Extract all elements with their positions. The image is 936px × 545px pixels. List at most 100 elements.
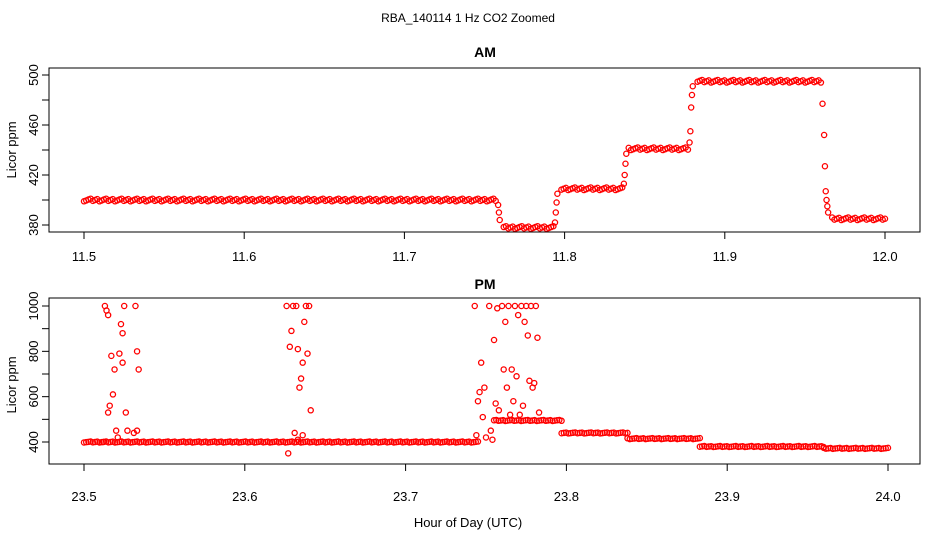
pm-data-point: [521, 318, 528, 326]
pm-data-point: [473, 431, 480, 439]
pm-data-point: [109, 391, 117, 398]
pm-data-point: [133, 348, 141, 355]
pm-data-point: [884, 444, 892, 452]
pm-data-point: [284, 450, 292, 457]
pm-data-point: [495, 407, 503, 414]
pm-data-point: [305, 302, 313, 310]
pm-panel: PM Licor ppm 23.5 23.6 23.7 23.8 23.9 24.0 400…: [4, 276, 921, 504]
pm-data-point: [100, 438, 107, 446]
am-data-point: [553, 199, 560, 206]
am-data-point: [495, 209, 503, 216]
pm-y-axis-label: Licor ppm: [4, 356, 19, 413]
pm-data-point: [291, 429, 298, 437]
pm-x-tick-label: 23.7: [393, 489, 418, 504]
pm-data-point: [474, 438, 482, 445]
pm-data-point: [490, 336, 498, 344]
am-plot-frame: [48, 67, 921, 233]
pm-data-point: [508, 366, 515, 373]
pm-data-point: [135, 366, 142, 373]
pm-data-point: [286, 343, 294, 351]
pm-data-point: [114, 434, 122, 441]
am-x-tick-label: 12.0: [872, 249, 897, 264]
pm-x-tick-label: 23.6: [232, 489, 257, 504]
pm-data-point: [510, 397, 517, 405]
pm-x-tick-label: 23.5: [71, 489, 96, 504]
pm-data-point: [498, 302, 506, 310]
am-data-point: [622, 160, 629, 167]
pm-data-point: [297, 375, 305, 382]
pm-data-point: [106, 402, 113, 409]
pm-data-point: [301, 318, 308, 326]
pm-data-point: [696, 434, 704, 442]
pm-data-point: [505, 302, 512, 310]
am-data-point: [623, 150, 630, 157]
pm-data-point: [307, 407, 314, 414]
am-y-tick-label: 420: [26, 164, 41, 186]
pm-data-point: [294, 436, 302, 443]
am-panel: AM Licor ppm 11.5 11.6 11.7 11.8 11.9 12.0 380…: [4, 44, 921, 264]
am-x-tick-label: 11.5: [72, 249, 96, 264]
pm-y-tick-label: 600: [26, 386, 41, 408]
pm-data-point: [111, 366, 118, 373]
am-data-point: [820, 131, 828, 139]
pm-data-point: [482, 434, 490, 441]
am-data-point: [684, 146, 692, 153]
pm-data-point: [511, 302, 519, 310]
pm-data-point: [304, 350, 311, 357]
am-data-points: [80, 76, 889, 233]
pm-data-point: [119, 329, 126, 337]
pm-data-point: [471, 302, 478, 310]
pm-data-point: [502, 318, 509, 326]
pm-panel-title: PM: [475, 276, 496, 292]
pm-data-point: [500, 366, 507, 373]
am-data-point: [494, 201, 502, 209]
pm-data-point: [132, 302, 139, 310]
pm-data-point: [524, 332, 532, 339]
pm-data-point: [302, 302, 310, 310]
pm-data-point: [124, 427, 131, 434]
pm-data-point: [506, 411, 514, 419]
am-data-point: [687, 127, 694, 135]
pm-data-point: [474, 397, 482, 405]
am-data-point: [881, 215, 889, 222]
am-data-point: [823, 196, 830, 204]
pm-data-point: [122, 409, 130, 416]
pm-data-point: [296, 384, 303, 391]
pm-data-point: [519, 402, 527, 409]
pm-data-point: [116, 350, 123, 357]
am-data-point: [824, 202, 831, 210]
am-data-point: [821, 162, 829, 170]
am-data-point: [817, 79, 825, 86]
am-y-axis-label: Licor ppm: [4, 121, 19, 178]
pm-plot-frame: [48, 297, 921, 465]
am-data-point: [686, 139, 693, 146]
am-data-point: [687, 104, 695, 111]
pm-data-point: [108, 352, 115, 360]
pm-x-tick-label: 23.9: [715, 489, 740, 504]
pm-data-point: [288, 327, 295, 335]
am-axis-ticks: 11.5 11.6 11.7 11.8 11.9 12.0 380 420 460 500: [26, 64, 898, 264]
pm-data-point: [513, 373, 520, 380]
am-y-tick-label: 500: [26, 64, 41, 86]
am-data-point: [551, 219, 559, 226]
am-x-tick-label: 11.9: [713, 249, 737, 264]
pm-data-point: [117, 320, 125, 328]
am-data-point: [550, 222, 557, 230]
pm-data-point: [120, 302, 128, 310]
pm-data-point: [503, 384, 511, 391]
pm-data-point: [516, 411, 524, 419]
pm-axis-ticks: 23.5 23.6 23.7 23.8 23.9 24.0 400 600 800 1000: [26, 292, 901, 504]
pm-data-point: [289, 302, 297, 310]
pm-data-point: [104, 409, 112, 416]
pm-data-point: [487, 427, 495, 434]
am-y-tick-label: 380: [26, 214, 41, 236]
pm-data-points: [80, 302, 892, 457]
pm-data-point: [532, 302, 540, 310]
am-data-point: [621, 171, 628, 179]
am-panel-title: AM: [474, 44, 496, 60]
pm-data-point: [479, 413, 487, 421]
pm-data-point: [299, 431, 306, 439]
pm-data-point: [283, 302, 290, 310]
pm-data-point: [299, 359, 306, 366]
